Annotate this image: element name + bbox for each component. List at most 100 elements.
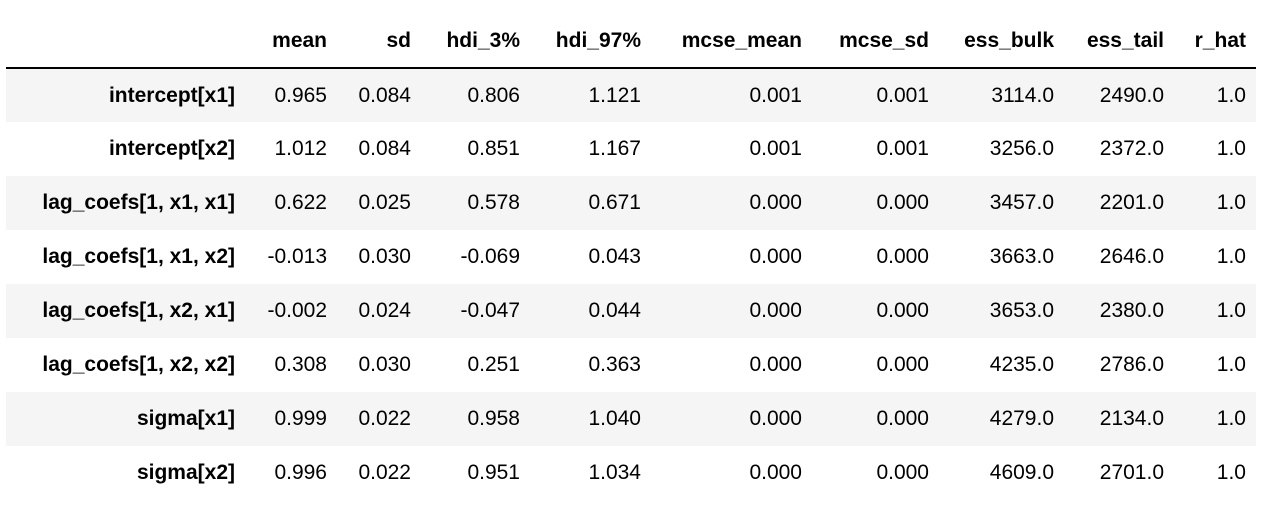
table-cell: 0.000 <box>876 353 929 376</box>
table-cell: 3256.0 <box>989 137 1054 160</box>
table-cell: 1.0 <box>1216 353 1246 376</box>
summary-table: mean sd hdi_3% hdi_97% mcse_mean mcse_sd ess_b… <box>6 14 1256 500</box>
column-header: mcse_sd <box>812 14 939 69</box>
table-cell: 3114.0 <box>991 83 1054 107</box>
column-header: hdi_3% <box>421 14 530 69</box>
column-header: ess_bulk <box>939 14 1064 69</box>
table-cell: 0.000 <box>749 245 802 268</box>
table-cell: 0.024 <box>358 299 411 322</box>
table-row: sigma[x2] 0.996 0.022 0.951 1.034 0.000 0.000 4… <box>6 446 1256 500</box>
table-cell: 3653.0 <box>989 299 1054 322</box>
table-cell: 0.622 <box>274 191 327 214</box>
table-body: intercept[x1] 0.965 0.084 0.806 1.121 0.001 0.… <box>6 68 1256 500</box>
table-cell: 0.806 <box>467 83 520 107</box>
table-cell: 2134.0 <box>1099 407 1164 430</box>
table-cell: 0.000 <box>749 353 802 376</box>
table-cell: -0.047 <box>460 299 520 322</box>
table-row: intercept[x1] 0.965 0.084 0.806 1.121 0.001 0.… <box>6 68 1256 122</box>
table-cell: 2701.0 <box>1099 461 1164 484</box>
table-cell: 0.000 <box>876 245 929 268</box>
column-header: r_hat <box>1174 14 1256 69</box>
table-cell: 0.308 <box>274 353 327 376</box>
table-cell: 1.040 <box>588 407 641 430</box>
table-cell: 2490.0 <box>1099 83 1164 107</box>
row-label: intercept[x2] <box>108 137 235 160</box>
table-row: sigma[x1] 0.999 0.022 0.958 1.040 0.000 0.000 4… <box>6 392 1256 446</box>
table-cell: 0.671 <box>588 191 641 214</box>
table-cell: 1.0 <box>1216 245 1246 268</box>
column-header <box>6 14 245 69</box>
table-header: mean sd hdi_3% hdi_97% mcse_mean mcse_sd ess_b… <box>6 14 1256 69</box>
column-header: sd <box>337 14 421 69</box>
table-cell: 3457.0 <box>989 191 1054 214</box>
table-cell: 4235.0 <box>989 353 1054 376</box>
table-cell: 0.996 <box>274 461 327 484</box>
table-cell: 0.000 <box>876 407 929 430</box>
table-cell: 1.121 <box>588 83 641 107</box>
table-cell: 0.000 <box>749 461 802 484</box>
table-cell: 0.084 <box>358 83 411 107</box>
table-cell: 0.999 <box>274 407 327 430</box>
table-cell: 1.0 <box>1216 137 1246 160</box>
column-header: mean <box>245 14 337 69</box>
table-row: lag_coefs[1, x1, x2] -0.013 0.030 -0.069 0.0… <box>6 230 1256 284</box>
column-header: hdi_97% <box>530 14 651 69</box>
row-label: lag_coefs[1, x1, x2] <box>42 245 235 268</box>
table-cell: 2372.0 <box>1099 137 1164 160</box>
table-cell: 1.034 <box>588 461 641 484</box>
table-cell: 0.001 <box>876 83 929 107</box>
table-cell: 0.025 <box>358 191 411 214</box>
table-cell: 0.851 <box>467 137 520 160</box>
row-label: sigma[x2] <box>136 461 235 484</box>
table-cell: 0.043 <box>588 245 641 268</box>
row-label: lag_coefs[1, x2, x1] <box>42 299 235 322</box>
table-cell: 1.0 <box>1216 299 1246 322</box>
table-cell: 0.965 <box>274 83 327 107</box>
table-cell: -0.002 <box>267 299 327 322</box>
table-row: lag_coefs[1, x2, x2] 0.308 0.030 0.251 0.363… <box>6 338 1256 392</box>
table-cell: 0.001 <box>876 137 929 160</box>
table-cell: 0.001 <box>749 83 802 107</box>
table-row: intercept[x2] 1.012 0.084 0.851 1.167 0.001 0.… <box>6 122 1256 176</box>
row-label: intercept[x1] <box>108 83 235 107</box>
table-cell: 1.0 <box>1216 83 1246 107</box>
table-cell: 0.022 <box>358 407 411 430</box>
table-cell: 0.030 <box>358 353 411 376</box>
table-cell: 0.578 <box>467 191 520 214</box>
table-cell: 0.000 <box>749 407 802 430</box>
table-cell: 0.000 <box>876 299 929 322</box>
header-row: mean sd hdi_3% hdi_97% mcse_mean mcse_sd ess_b… <box>6 14 1256 69</box>
table-cell: 0.022 <box>358 461 411 484</box>
row-label: lag_coefs[1, x2, x2] <box>42 353 235 376</box>
table-cell: 2201.0 <box>1099 191 1164 214</box>
table-cell: 1.0 <box>1216 461 1246 484</box>
column-header: ess_tail <box>1064 14 1174 69</box>
table-cell: 2786.0 <box>1099 353 1164 376</box>
table-row: lag_coefs[1, x1, x1] 0.622 0.025 0.578 0.671… <box>6 176 1256 230</box>
table-cell: 1.012 <box>274 137 327 160</box>
table-cell: 3663.0 <box>989 245 1054 268</box>
table-cell: 1.167 <box>588 137 641 160</box>
table-cell: 0.000 <box>876 461 929 484</box>
table-cell: 0.084 <box>358 137 411 160</box>
table-cell: 4279.0 <box>989 407 1054 430</box>
row-label: sigma[x1] <box>136 407 235 430</box>
table-cell: -0.013 <box>267 245 327 268</box>
table-cell: 0.251 <box>467 353 520 376</box>
table-cell: 0.001 <box>749 137 802 160</box>
row-label: lag_coefs[1, x1, x1] <box>42 191 235 214</box>
table-cell: 0.000 <box>749 299 802 322</box>
table-cell: 2646.0 <box>1099 245 1164 268</box>
table-cell: 0.951 <box>467 461 520 484</box>
table-cell: 0.000 <box>749 191 802 214</box>
table-cell: 4609.0 <box>989 461 1054 484</box>
table-cell: 1.0 <box>1216 191 1246 214</box>
table-cell: 0.000 <box>876 191 929 214</box>
table-cell: 0.363 <box>588 353 641 376</box>
table-cell: 1.0 <box>1216 407 1246 430</box>
table-cell: 0.044 <box>588 299 641 322</box>
table-cell: 2380.0 <box>1099 299 1164 322</box>
table-cell: -0.069 <box>460 245 520 268</box>
table-row: lag_coefs[1, x2, x1] -0.002 0.024 -0.047 0.0… <box>6 284 1256 338</box>
